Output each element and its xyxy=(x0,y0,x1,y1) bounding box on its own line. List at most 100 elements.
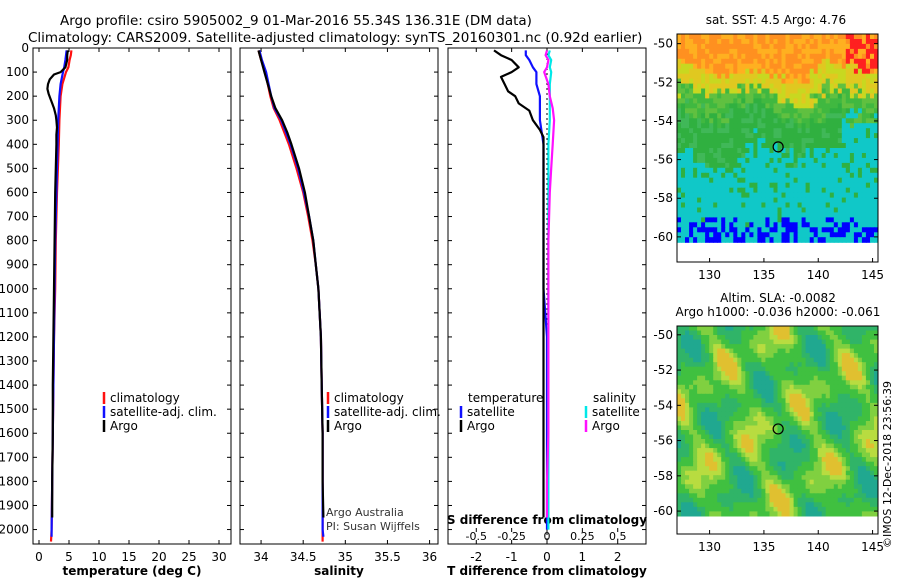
map-cell xyxy=(689,143,694,149)
map-cell xyxy=(853,217,859,223)
map-cell xyxy=(745,398,750,404)
map-cell xyxy=(841,375,847,381)
map-cell xyxy=(841,78,847,85)
map-cell xyxy=(725,421,730,427)
map-cell xyxy=(817,479,823,485)
map-cell xyxy=(697,63,702,70)
map-cell xyxy=(809,237,815,243)
map-cell xyxy=(701,162,706,169)
map-cell xyxy=(777,493,783,499)
map-cell xyxy=(697,488,702,494)
map-cell xyxy=(865,162,871,169)
map-cell xyxy=(870,68,875,75)
map-cell xyxy=(765,237,770,243)
map-cell xyxy=(713,197,718,204)
map-cell xyxy=(725,393,730,399)
map-cell xyxy=(773,371,779,377)
map-cell xyxy=(801,53,807,60)
map-cell xyxy=(809,63,815,70)
map-cell xyxy=(797,177,803,184)
map-cell xyxy=(701,68,706,75)
map-cell xyxy=(801,506,807,512)
salinity-legend: climatology satellite-adj. clim. Argo xyxy=(326,391,441,433)
map-cell xyxy=(781,402,787,408)
map-cell xyxy=(874,58,878,65)
map-cell xyxy=(705,416,710,422)
map-cell xyxy=(845,430,851,436)
map-cell xyxy=(757,148,762,154)
map-cell xyxy=(874,78,878,85)
map-cell xyxy=(677,493,682,499)
map-cell xyxy=(745,103,750,109)
map-cell xyxy=(745,411,750,417)
map-cell xyxy=(870,227,875,233)
map-cell xyxy=(870,393,875,399)
map-cell xyxy=(705,197,710,204)
map-cell xyxy=(753,172,758,179)
map-cell xyxy=(713,339,718,345)
map-cell xyxy=(773,108,779,114)
map-cell xyxy=(681,402,686,408)
map-cell xyxy=(693,98,698,104)
map-cell xyxy=(685,88,690,95)
map-cell xyxy=(769,348,775,354)
map-cell xyxy=(781,475,787,481)
map-cell xyxy=(861,425,867,431)
map-cell xyxy=(689,457,694,463)
map-cell xyxy=(677,366,682,372)
map-cell xyxy=(733,78,738,85)
map-y-tick-label: -52 xyxy=(653,75,673,89)
map-cell xyxy=(805,357,811,363)
map-cell xyxy=(789,88,795,95)
map-cell xyxy=(721,479,726,485)
map-cell xyxy=(777,366,783,372)
map-cell xyxy=(805,448,811,454)
map-cell xyxy=(817,497,823,503)
map-cell xyxy=(829,143,835,149)
map-cell xyxy=(765,466,770,472)
map-cell xyxy=(865,335,871,341)
map-cell xyxy=(821,128,827,134)
map-cell xyxy=(857,407,863,413)
map-cell xyxy=(797,425,803,431)
map-cell xyxy=(773,123,779,129)
map-cell xyxy=(789,407,795,413)
map-cell xyxy=(769,68,775,75)
map-cell xyxy=(725,68,730,75)
map-cell xyxy=(717,133,722,139)
map-cell xyxy=(681,416,686,422)
map-cell xyxy=(833,167,839,174)
map-cell xyxy=(813,371,819,377)
map-cell xyxy=(785,133,791,139)
map-cell xyxy=(685,167,690,174)
map-cell xyxy=(793,103,799,109)
map-cell xyxy=(737,443,742,449)
map-cell xyxy=(717,98,722,104)
map-cell xyxy=(729,448,734,454)
map-cell xyxy=(857,502,863,508)
map-cell xyxy=(753,439,758,445)
map-cell xyxy=(709,207,714,214)
map-cell xyxy=(729,353,734,359)
map-cell xyxy=(813,416,819,422)
map-cell xyxy=(761,73,766,80)
map-cell xyxy=(721,506,726,512)
map-cell xyxy=(713,157,718,164)
map-cell xyxy=(809,357,815,363)
map-cell xyxy=(841,148,847,154)
map-cell xyxy=(749,398,754,404)
map-cell xyxy=(745,430,750,436)
map-cell xyxy=(857,393,863,399)
map-cell xyxy=(725,187,730,194)
map-cell xyxy=(789,493,795,499)
map-cell xyxy=(713,421,718,427)
map-cell xyxy=(761,366,766,372)
map-cell xyxy=(777,353,783,359)
map-cell xyxy=(825,330,831,336)
map-cell xyxy=(817,407,823,413)
map-cell xyxy=(849,497,855,503)
map-cell xyxy=(717,182,722,189)
map-cell xyxy=(769,452,775,458)
map-cell xyxy=(681,434,686,440)
map-cell xyxy=(717,506,722,512)
